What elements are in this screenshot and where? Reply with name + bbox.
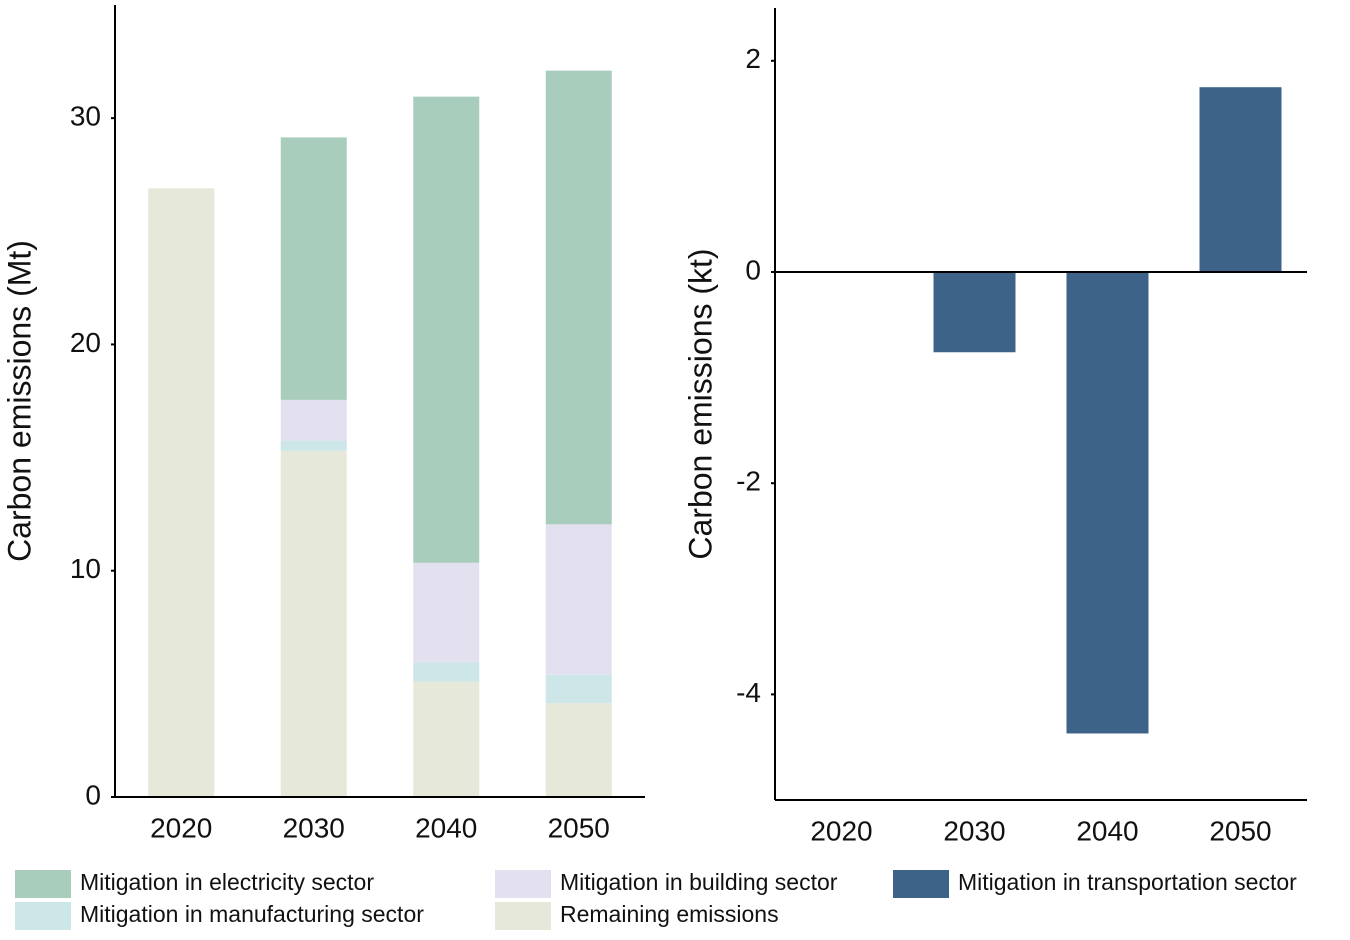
x-tick-label: 2030 (943, 815, 1005, 846)
y-tick-label: 30 (70, 101, 101, 132)
x-tick-label: 2040 (1076, 815, 1138, 846)
x-tick-label: 2030 (283, 812, 345, 843)
y-tick-label: 20 (70, 327, 101, 358)
x-tick-label: 2050 (1209, 815, 1271, 846)
x-tick-label: 2040 (415, 812, 477, 843)
bar (280, 450, 347, 797)
bar (280, 440, 347, 451)
y-axis-label: Carbon emissions (Mt) (1, 240, 37, 562)
legend-swatch (15, 870, 71, 898)
legend-swatch (893, 870, 949, 898)
y-axis-label: Carbon emissions (kt) (682, 248, 718, 559)
x-tick-label: 2020 (150, 812, 212, 843)
bar (545, 703, 612, 797)
bar (148, 188, 215, 797)
legend-label: Mitigation in building sector (560, 869, 838, 895)
bar (933, 272, 1016, 353)
y-tick-label: -2 (736, 466, 761, 497)
bar (280, 137, 347, 400)
bar (280, 399, 347, 441)
y-tick-label: 2 (745, 43, 761, 74)
bar (1066, 272, 1149, 734)
bar (413, 96, 480, 563)
bar (413, 681, 480, 797)
y-tick-label: 0 (745, 254, 761, 285)
legend-swatch (495, 870, 551, 898)
y-tick-label: 0 (85, 779, 101, 810)
y-tick-label: 10 (70, 553, 101, 584)
y-tick-label: -4 (736, 677, 761, 708)
bar (413, 562, 480, 663)
legend-label: Remaining emissions (560, 901, 779, 927)
bar (413, 662, 480, 682)
bar (545, 70, 612, 525)
bar (545, 674, 612, 704)
x-tick-label: 2050 (548, 812, 610, 843)
bar (545, 524, 612, 675)
legend-label: Mitigation in electricity sector (80, 869, 374, 895)
legend-swatch (15, 902, 71, 930)
legend-label: Mitigation in transportation sector (958, 869, 1297, 895)
bar (1199, 87, 1282, 272)
legend-label: Mitigation in manufacturing sector (80, 901, 424, 927)
x-tick-label: 2020 (810, 815, 872, 846)
legend-swatch (495, 902, 551, 930)
